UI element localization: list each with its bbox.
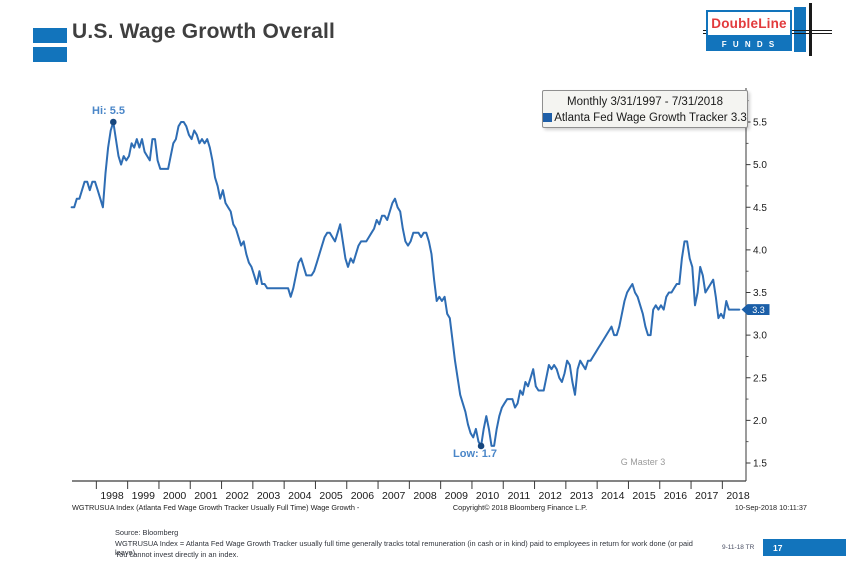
high-annotation: Hi: 5.5: [92, 105, 126, 117]
svg-text:2006: 2006: [351, 490, 375, 502]
chart-footer-timestamp: 10-Sep-2018 10:11:37: [734, 503, 807, 512]
chart-footer-copyright: Copyright© 2018 Bloomberg Finance L.P.: [452, 503, 588, 512]
svg-text:2012: 2012: [539, 490, 563, 502]
svg-text:3.0: 3.0: [753, 331, 767, 342]
svg-text:5.5: 5.5: [753, 118, 767, 129]
svg-text:2008: 2008: [413, 490, 437, 502]
legend-series: Atlanta Fed Wage Growth Tracker 3.3: [543, 110, 747, 126]
svg-text:2009: 2009: [445, 490, 469, 502]
logo-brand-box: DoubleLine: [706, 10, 792, 37]
svg-text:1999: 1999: [132, 490, 156, 502]
legend-series-label: Atlanta Fed Wage Growth Tracker: [554, 112, 728, 124]
page-number: 17: [773, 543, 783, 553]
title-marker-square-bottom-icon: [33, 47, 67, 62]
svg-text:4.5: 4.5: [753, 203, 767, 214]
svg-text:2014: 2014: [601, 490, 625, 502]
svg-text:1.5: 1.5: [753, 459, 767, 470]
svg-text:2010: 2010: [476, 490, 500, 502]
svg-text:2011: 2011: [508, 490, 531, 502]
series-marker-icon: [543, 113, 553, 122]
svg-text:2.5: 2.5: [753, 373, 767, 384]
svg-text:2007: 2007: [382, 490, 406, 502]
svg-text:2.0: 2.0: [753, 416, 767, 427]
svg-text:2004: 2004: [288, 490, 312, 502]
svg-text:3.5: 3.5: [753, 288, 767, 299]
disclaimer-line: WGTRUSUA Index = Atlanta Fed Wage Growth…: [115, 539, 693, 557]
svg-text:2016: 2016: [664, 490, 688, 502]
footer-date-code: 9-11-18 TR: [722, 544, 755, 551]
legend-period: Monthly 3/31/1997 - 7/31/2018: [566, 96, 723, 108]
logo-vline-icon: [809, 3, 812, 56]
svg-text:2005: 2005: [319, 490, 343, 502]
low-annotation: Low: 1.7: [453, 448, 498, 460]
svg-text:2013: 2013: [570, 490, 594, 502]
svg-text:1998: 1998: [100, 490, 124, 502]
svg-text:2015: 2015: [632, 490, 656, 502]
svg-text:2001: 2001: [194, 490, 218, 502]
source-line: Source: Bloomberg: [115, 528, 179, 537]
svg-text:3.3: 3.3: [752, 305, 765, 315]
title-marker-square-top-icon: [33, 28, 67, 43]
logo-brand-text: DoubleLine: [711, 16, 787, 31]
svg-text:2000: 2000: [163, 490, 187, 502]
svg-text:2003: 2003: [257, 490, 281, 502]
logo-funds-bar: F U N D S: [706, 37, 792, 51]
page-number-box: 17: [763, 539, 846, 556]
note-line: You cannot invest directly in an index.: [115, 550, 239, 559]
svg-text:4.0: 4.0: [753, 245, 767, 256]
svg-text:2002: 2002: [226, 490, 250, 502]
svg-text:2017: 2017: [695, 490, 719, 502]
svg-text:2018: 2018: [726, 490, 750, 502]
chart-watermark: G Master 3: [620, 457, 666, 467]
legend-last-value: 3.3: [730, 112, 747, 124]
svg-text:5.0: 5.0: [753, 160, 767, 171]
chart-legend: Monthly 3/31/1997 - 7/31/2018 Atlanta Fe…: [542, 90, 748, 128]
chart-footer-ticker: WGTRUSUA Index (Atlanta Fed Wage Growth …: [72, 503, 360, 512]
page-title: U.S. Wage Growth Overall: [72, 20, 336, 43]
